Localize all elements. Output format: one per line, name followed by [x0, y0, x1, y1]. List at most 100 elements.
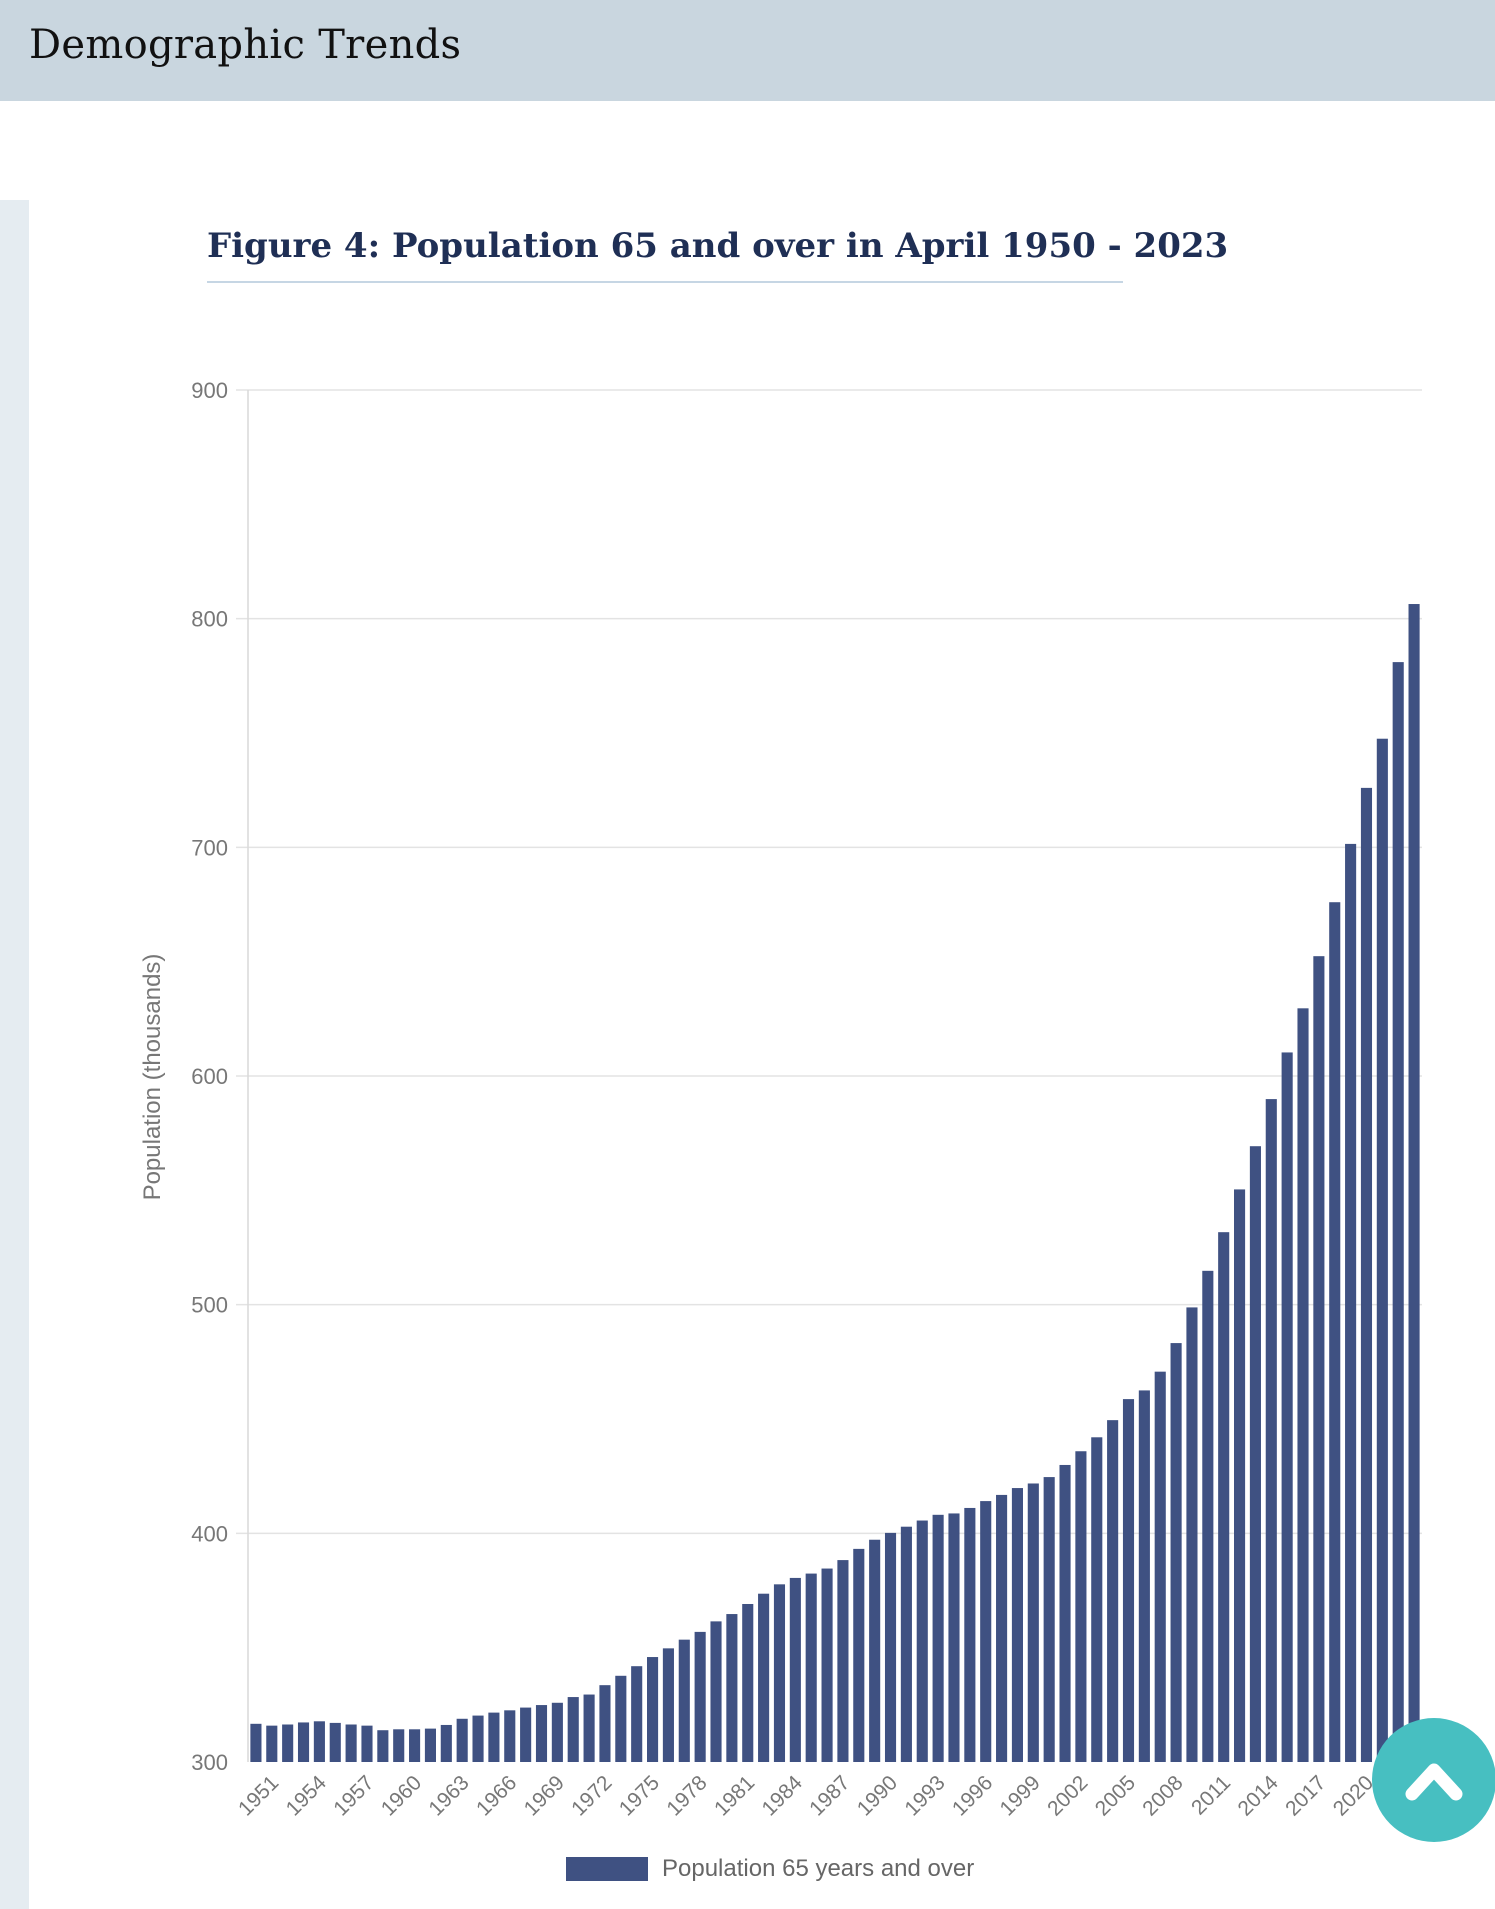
bar[interactable]: [916, 1520, 928, 1762]
x-tick-label: 1960: [377, 1771, 426, 1820]
bar[interactable]: [742, 1603, 754, 1762]
bar[interactable]: [726, 1614, 738, 1762]
bar[interactable]: [567, 1697, 579, 1762]
bar[interactable]: [789, 1577, 801, 1762]
x-tick-label: 1999: [996, 1771, 1045, 1820]
bar[interactable]: [869, 1539, 881, 1762]
bar[interactable]: [409, 1729, 421, 1762]
bar[interactable]: [250, 1723, 262, 1762]
bar[interactable]: [456, 1718, 468, 1762]
bar[interactable]: [1138, 1390, 1150, 1762]
y-tick-label: 500: [191, 1293, 228, 1318]
bar[interactable]: [1281, 1052, 1293, 1762]
x-tick-label: 1996: [948, 1771, 997, 1820]
scroll-to-top-button[interactable]: [1372, 1718, 1495, 1842]
bar[interactable]: [805, 1573, 817, 1762]
bar[interactable]: [1059, 1464, 1071, 1762]
x-tick-label: 2008: [1138, 1771, 1187, 1820]
bar[interactable]: [1234, 1189, 1246, 1762]
bar[interactable]: [1091, 1437, 1103, 1762]
bar[interactable]: [948, 1513, 960, 1762]
bar[interactable]: [313, 1721, 325, 1762]
x-tick-label: 1951: [234, 1771, 283, 1820]
legend-swatch: [566, 1857, 648, 1881]
bar[interactable]: [535, 1705, 548, 1762]
bar[interactable]: [266, 1725, 278, 1762]
bar[interactable]: [821, 1568, 833, 1762]
bar[interactable]: [1011, 1488, 1023, 1762]
bar[interactable]: [297, 1722, 310, 1762]
y-axis-title: Population (thousands): [139, 954, 166, 1201]
bar[interactable]: [837, 1560, 849, 1762]
bar[interactable]: [424, 1728, 436, 1762]
bar[interactable]: [345, 1724, 357, 1762]
bar[interactable]: [551, 1702, 563, 1762]
x-tick-label: 1990: [853, 1771, 902, 1820]
x-tick-label: 2014: [1234, 1771, 1284, 1821]
y-axis: 300 400 500 600 700 800 900: [191, 378, 249, 1775]
bar[interactable]: [932, 1514, 944, 1762]
bar[interactable]: [980, 1501, 992, 1762]
bar[interactable]: [583, 1694, 595, 1762]
bar[interactable]: [361, 1725, 373, 1762]
x-tick-label: 1966: [472, 1771, 521, 1820]
bar[interactable]: [1154, 1371, 1166, 1762]
x-tick-label: 1981: [710, 1771, 759, 1820]
bar[interactable]: [440, 1724, 452, 1762]
x-tick-label: 1987: [805, 1771, 854, 1820]
bar[interactable]: [1313, 956, 1325, 1762]
chevron-up-icon: [1405, 1763, 1463, 1801]
bar[interactable]: [1122, 1399, 1135, 1762]
bar[interactable]: [773, 1584, 786, 1762]
x-tick-label: 2002: [1043, 1771, 1092, 1820]
bar[interactable]: [1170, 1343, 1182, 1762]
bar[interactable]: [1249, 1146, 1261, 1762]
bar[interactable]: [1218, 1232, 1230, 1762]
bar[interactable]: [694, 1631, 706, 1762]
figure-title-underline: [207, 281, 1123, 283]
bar[interactable]: [329, 1722, 341, 1762]
bar[interactable]: [1186, 1307, 1198, 1762]
x-tick-label: 1993: [900, 1771, 949, 1820]
bar[interactable]: [504, 1710, 516, 1762]
x-tick-label: 1963: [424, 1771, 473, 1820]
bar[interactable]: [1202, 1270, 1214, 1762]
bars: [250, 604, 1420, 1763]
bar[interactable]: [996, 1494, 1008, 1762]
bar[interactable]: [1043, 1477, 1055, 1762]
bar[interactable]: [710, 1621, 722, 1762]
bar[interactable]: [377, 1730, 389, 1762]
bar[interactable]: [647, 1657, 659, 1762]
bar[interactable]: [1107, 1420, 1119, 1762]
bar[interactable]: [615, 1675, 627, 1762]
bar[interactable]: [1345, 843, 1357, 1762]
bar[interactable]: [1360, 787, 1373, 1762]
y-tick-label: 300: [191, 1750, 228, 1775]
x-tick-label: 1957: [329, 1771, 378, 1820]
bar[interactable]: [758, 1593, 770, 1762]
bar[interactable]: [599, 1685, 611, 1762]
bar[interactable]: [1297, 1008, 1309, 1762]
y-tick-label: 400: [191, 1521, 228, 1546]
bar[interactable]: [472, 1715, 484, 1762]
bar[interactable]: [488, 1712, 500, 1762]
bar[interactable]: [662, 1648, 674, 1762]
chart-legend[interactable]: Population 65 years and over: [566, 1855, 974, 1883]
bar[interactable]: [520, 1707, 532, 1762]
bar[interactable]: [1376, 738, 1388, 1762]
bar[interactable]: [1329, 902, 1341, 1762]
bar[interactable]: [282, 1724, 294, 1762]
bar[interactable]: [678, 1639, 690, 1762]
bar[interactable]: [964, 1507, 976, 1762]
bar[interactable]: [1075, 1451, 1087, 1762]
bar[interactable]: [393, 1729, 405, 1762]
bar[interactable]: [884, 1532, 897, 1762]
bar[interactable]: [1408, 604, 1420, 1762]
bar[interactable]: [853, 1548, 865, 1762]
x-tick-label: 1972: [567, 1771, 616, 1820]
bar[interactable]: [1392, 662, 1404, 1763]
bar[interactable]: [1265, 1099, 1277, 1762]
bar[interactable]: [631, 1666, 643, 1762]
bar[interactable]: [900, 1526, 912, 1762]
bar[interactable]: [1027, 1483, 1039, 1762]
